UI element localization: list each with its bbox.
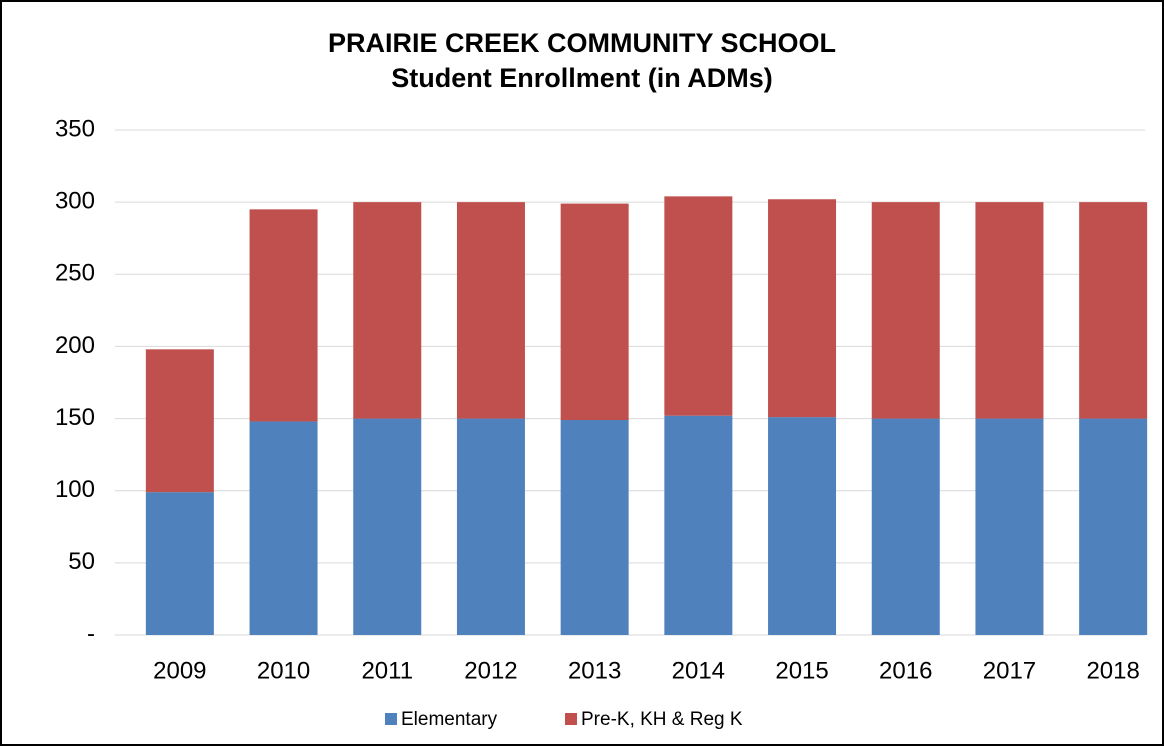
x-tick-label: 2012: [464, 657, 517, 684]
legend-label: Pre-K, KH & Reg K: [581, 709, 743, 730]
bar-segment: [975, 418, 1044, 635]
chart-title: PRAIRIE CREEK COMMUNITY SCHOOL: [328, 28, 836, 58]
y-tick-label: 200: [55, 332, 95, 359]
x-tick-label: 2017: [983, 657, 1036, 684]
chart-subtitle: Student Enrollment (in ADMs): [391, 63, 772, 93]
x-tick-label: 2013: [568, 657, 621, 684]
y-tick-label: -: [87, 620, 95, 647]
x-tick-label: 2016: [879, 657, 932, 684]
bar-segment: [1079, 418, 1148, 635]
bar-segment: [768, 199, 837, 418]
x-tick-label: 2014: [672, 657, 725, 684]
bar-segment: [560, 420, 629, 635]
legend-swatch: [385, 713, 397, 725]
bar-segment: [871, 202, 940, 419]
bar-segment: [975, 202, 1044, 419]
bar-segment: [145, 349, 214, 493]
x-tick-label: 2009: [153, 657, 206, 684]
legend-swatch: [565, 713, 577, 725]
y-tick-label: 50: [68, 548, 95, 575]
bar-segment: [249, 209, 318, 422]
bar-segment: [353, 202, 422, 419]
bar-segment: [456, 202, 525, 419]
bar-segment: [768, 417, 837, 635]
bar-segment: [871, 418, 940, 635]
x-tick-label: 2018: [1086, 657, 1139, 684]
bar-segment: [353, 418, 422, 635]
bar-segment: [664, 196, 733, 416]
x-tick-label: 2010: [257, 657, 310, 684]
y-tick-label: 250: [55, 260, 95, 287]
bar-segment: [249, 421, 318, 635]
bar-segment: [145, 492, 214, 635]
bar-segment: [560, 203, 629, 421]
legend-label: Elementary: [401, 709, 498, 730]
x-tick-label: 2015: [775, 657, 828, 684]
bar-segment: [664, 415, 733, 635]
y-tick-label: 350: [55, 115, 95, 142]
bar-segment: [1079, 202, 1148, 419]
x-tick-label: 2011: [361, 657, 413, 684]
y-tick-label: 100: [55, 476, 95, 503]
y-tick-label: 300: [55, 187, 95, 214]
y-tick-label: 150: [55, 404, 95, 431]
bar-segment: [456, 418, 525, 635]
